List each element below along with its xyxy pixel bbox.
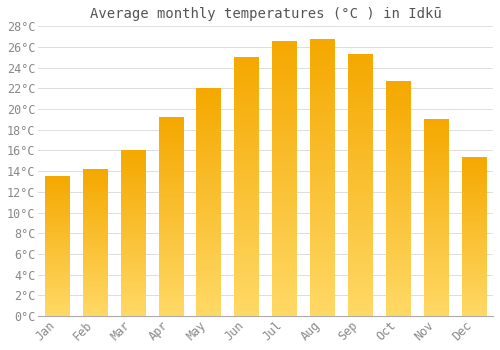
Title: Average monthly temperatures (°C ) in Idkū: Average monthly temperatures (°C ) in Id… bbox=[90, 7, 442, 21]
